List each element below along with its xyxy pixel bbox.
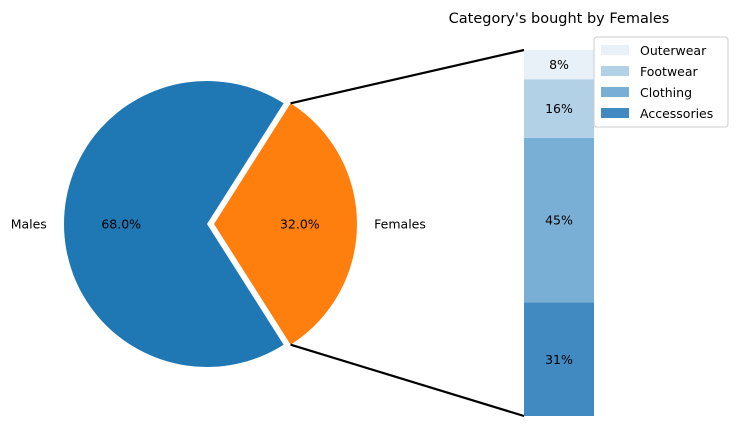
bar-value-label-clothing: 45% bbox=[545, 213, 573, 228]
stacked-bar-chart: 31% 45% 16% 8% bbox=[524, 50, 594, 416]
connector-lines bbox=[290, 48, 525, 418]
pie-slice-females bbox=[214, 103, 357, 345]
connector-line-top bbox=[290, 48, 525, 105]
bar-value-label-accessories: 31% bbox=[545, 352, 573, 367]
bar-value-label-outerwear: 8% bbox=[549, 57, 569, 72]
legend-label-accessories: Accessories bbox=[640, 106, 713, 121]
legend-label-outerwear: Outerwear bbox=[640, 43, 707, 58]
legend-box bbox=[593, 36, 729, 128]
pie-slice-males bbox=[64, 80, 284, 367]
legend-swatch-clothing bbox=[601, 87, 629, 97]
pie-chart: 68.0% Males 32.0% Females bbox=[11, 80, 426, 367]
bar-segment-accessories bbox=[524, 302, 594, 416]
legend-swatch-outerwear bbox=[601, 45, 629, 55]
pie-category-label-females: Females bbox=[374, 217, 426, 232]
bar-segment-outerwear bbox=[524, 50, 594, 80]
bar-chart-title: Category's bought by Females bbox=[449, 11, 670, 27]
legend: Outerwear Footwear Clothing Accessories bbox=[593, 36, 729, 128]
connector-line-bottom bbox=[290, 343, 525, 418]
bar-segment-footwear bbox=[524, 79, 594, 138]
legend-label-footwear: Footwear bbox=[640, 64, 699, 79]
legend-swatch-accessories bbox=[601, 108, 629, 118]
bar-value-label-footwear: 16% bbox=[545, 101, 573, 116]
pie-value-label-females: 32.0% bbox=[280, 217, 320, 232]
pie-value-label-males: 68.0% bbox=[101, 217, 141, 232]
bar-segment-clothing bbox=[524, 137, 594, 303]
legend-swatch-footwear bbox=[601, 66, 629, 76]
pie-category-label-males: Males bbox=[11, 217, 47, 232]
legend-label-clothing: Clothing bbox=[640, 85, 692, 100]
